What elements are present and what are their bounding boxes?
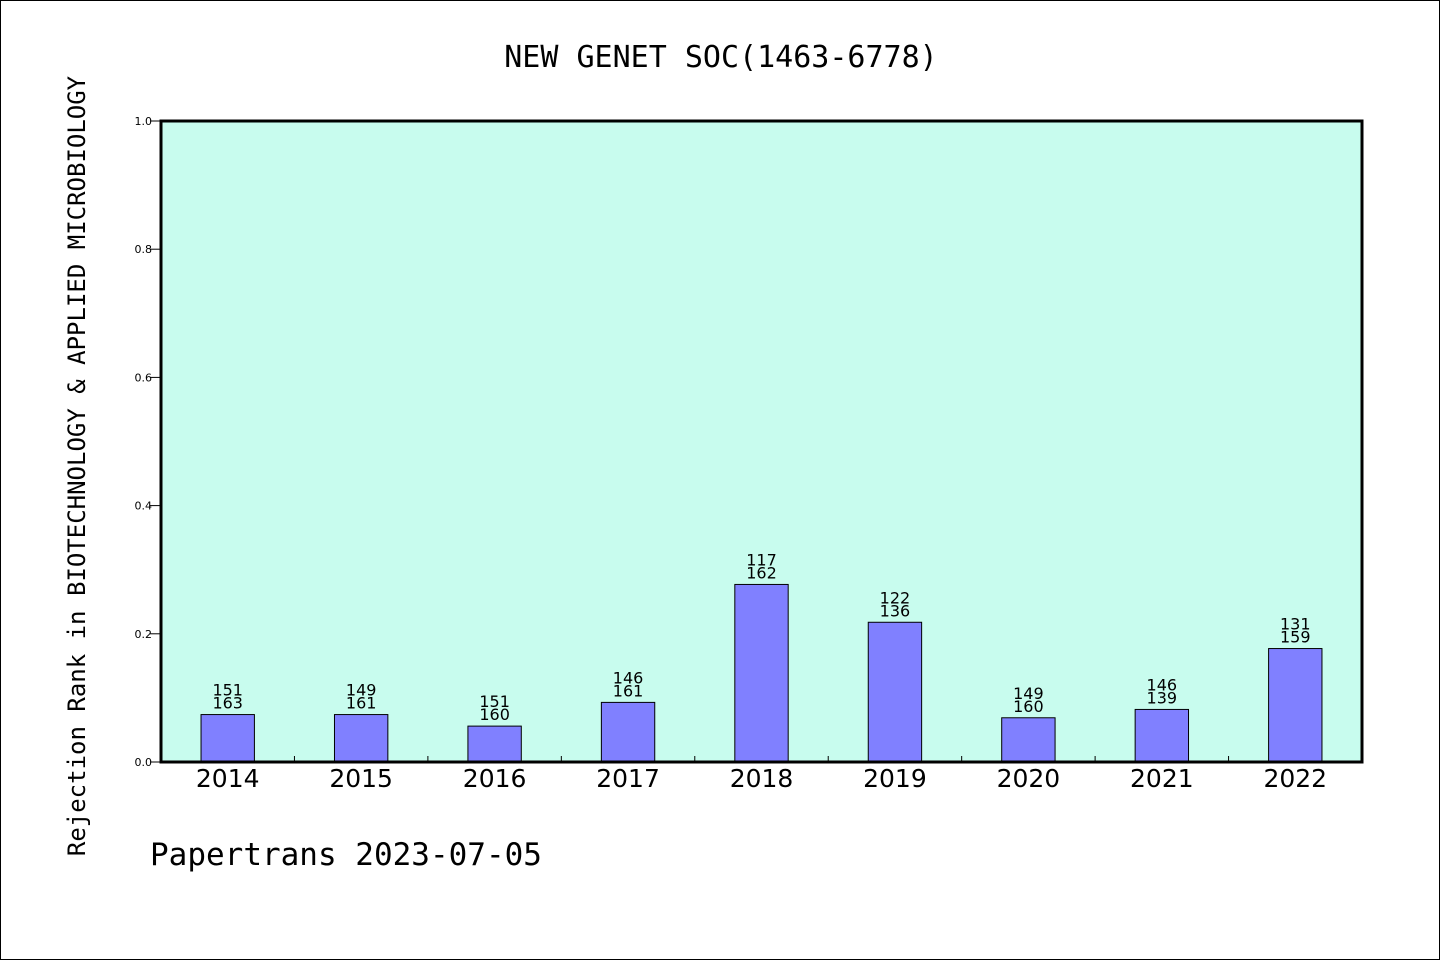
chart-title: NEW GENET SOC(1463-6778) (504, 40, 937, 75)
bar-label-top: 117 (746, 550, 777, 569)
bar-label-bottom: 162 (746, 563, 777, 582)
y-tick-label: 0.6 (135, 371, 153, 384)
bar (200, 714, 255, 763)
y-tick-label: 0.8 (135, 243, 153, 256)
bar (1134, 708, 1190, 763)
bar-label-bottom: 160 (479, 705, 510, 724)
x-tick-label: 2021 (1130, 764, 1194, 793)
y-tick-label: 1.0 (135, 115, 153, 128)
bar-label-top: 146 (1147, 675, 1178, 694)
bar-label-bottom: 160 (1013, 697, 1044, 716)
x-tick-label: 2016 (463, 764, 527, 793)
bar-label-top: 151 (212, 681, 243, 700)
bar-label-bottom: 163 (212, 694, 243, 713)
bar-label-top: 149 (346, 681, 377, 700)
bar-label-bottom: 159 (1280, 628, 1311, 647)
y-tick-label: 0.2 (135, 628, 153, 641)
bar (734, 583, 789, 763)
x-tick-label: 2014 (196, 764, 260, 793)
bar-label-bottom: 161 (346, 694, 377, 713)
bar-label-bottom: 139 (1147, 688, 1178, 707)
x-tick-label: 2018 (730, 764, 794, 793)
y-tick-label: 0.0 (135, 756, 153, 769)
bar-label-bottom: 161 (613, 681, 644, 700)
bar-label-top: 122 (880, 588, 911, 607)
plot-border (159, 119, 1364, 764)
bar-label-top: 146 (613, 668, 644, 687)
footer-credit: Papertrans 2023-07-05 (150, 837, 542, 873)
bar (1001, 717, 1056, 763)
bar-label-top: 131 (1280, 615, 1311, 634)
x-tick-label: 2015 (329, 764, 393, 793)
bar (467, 725, 522, 763)
x-tick-label: 2020 (997, 764, 1061, 793)
bar-label-bottom: 136 (880, 601, 911, 620)
x-tick-label: 2019 (863, 764, 927, 793)
bar (600, 701, 656, 763)
bar-label-top: 151 (479, 692, 510, 711)
y-axis-label: Rejection Rank in BIOTECHNOLOGY & APPLIE… (63, 75, 91, 856)
bar (333, 714, 389, 763)
bar (867, 621, 923, 763)
bar-label-top: 149 (1013, 684, 1044, 703)
bar (1268, 648, 1323, 763)
x-tick-label: 2022 (1263, 764, 1327, 793)
y-tick-label: 0.4 (135, 500, 153, 513)
x-tick-label: 2017 (596, 764, 660, 793)
